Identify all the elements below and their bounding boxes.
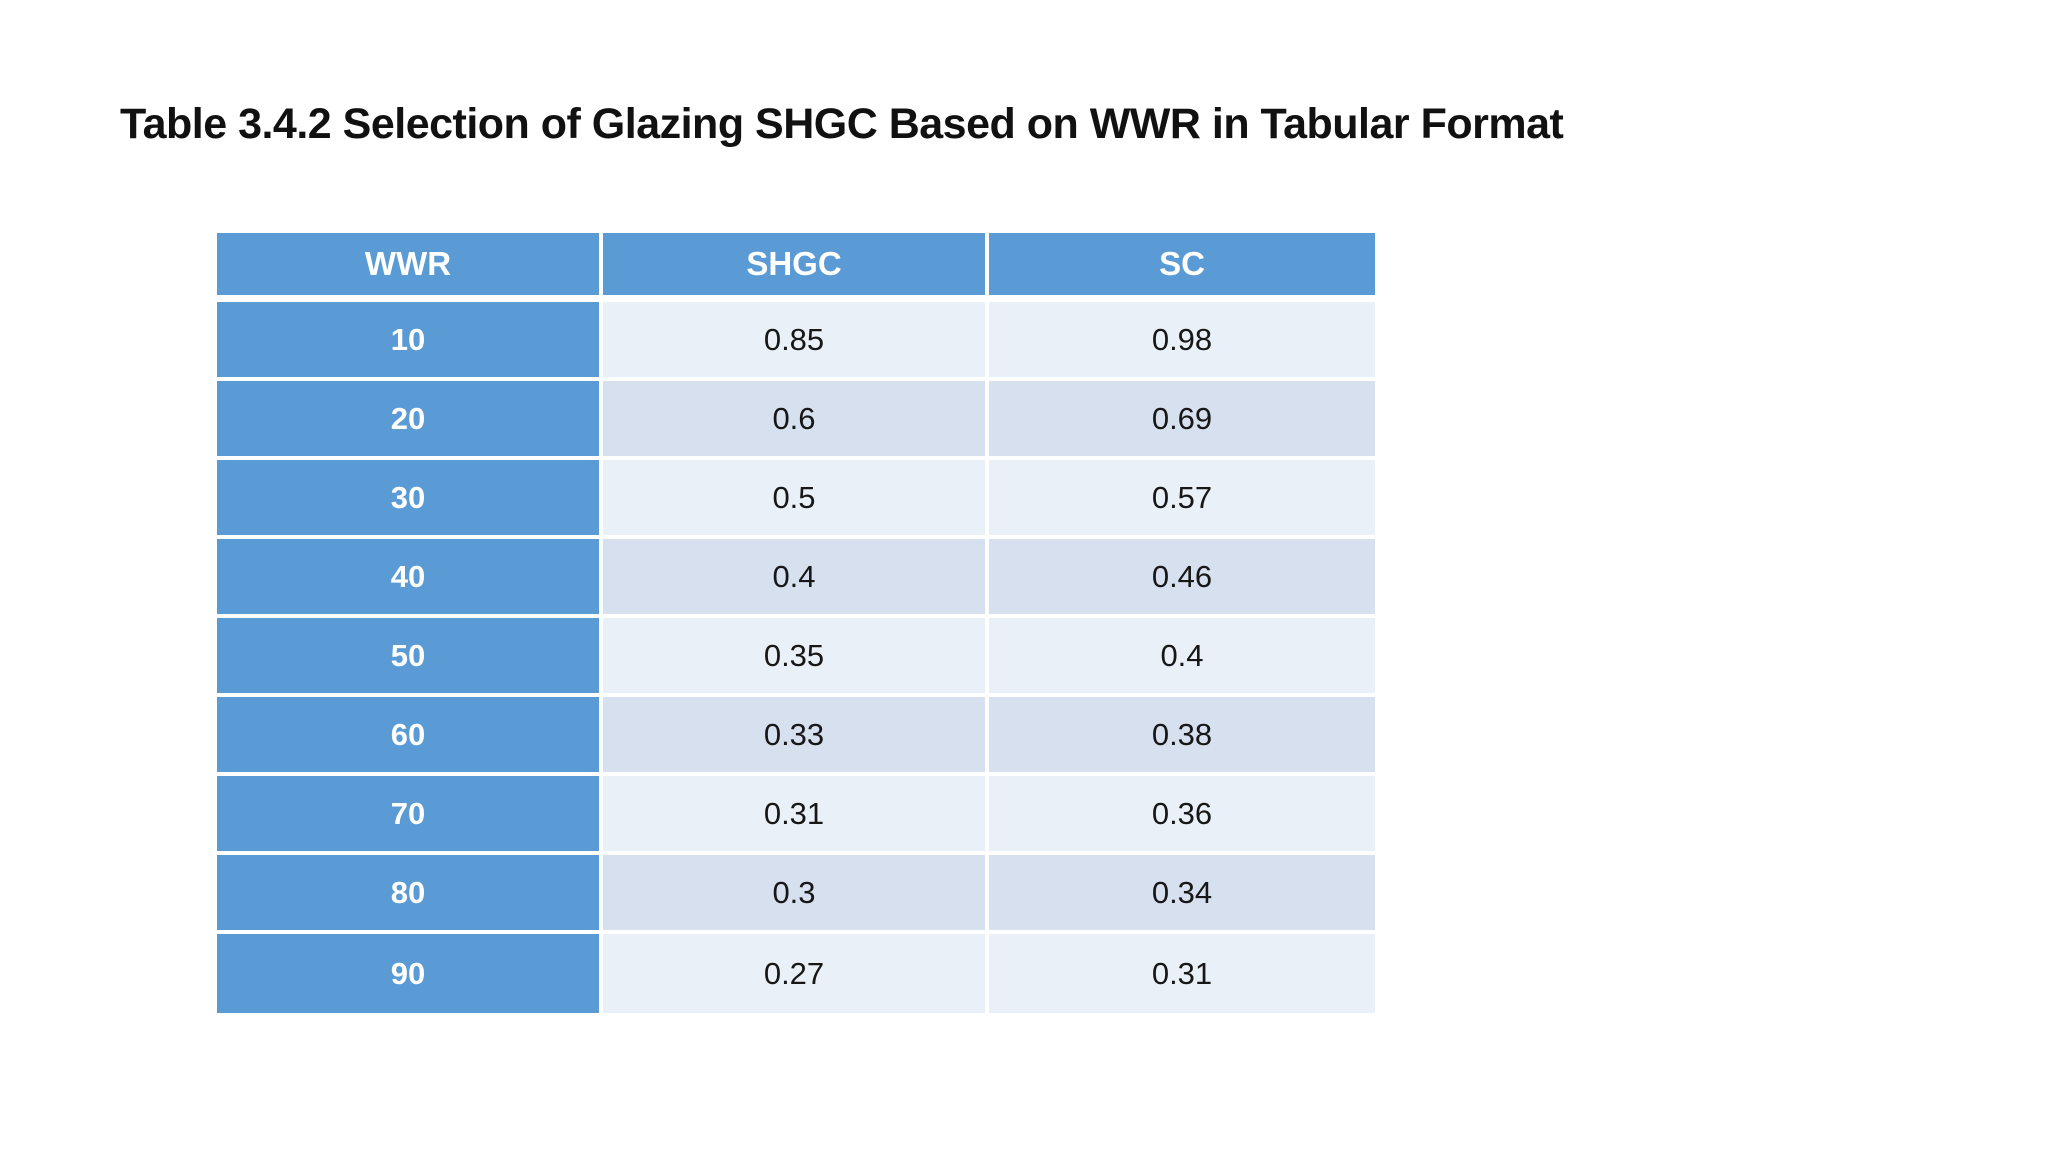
sc-cell: 0.31 xyxy=(989,934,1375,1013)
shgc-cell: 0.33 xyxy=(603,697,989,776)
sc-cell: 0.38 xyxy=(989,697,1375,776)
wwr-cell: 90 xyxy=(217,934,603,1013)
shgc-cell: 0.35 xyxy=(603,618,989,697)
table-row: 50 0.35 0.4 xyxy=(217,618,1375,697)
wwr-cell: 70 xyxy=(217,776,603,855)
table-container: WWR SHGC SC 10 0.85 0.98 20 0.6 xyxy=(217,233,1375,1013)
page-title: Table 3.4.2 Selection of Glazing SHGC Ba… xyxy=(120,100,1564,148)
wwr-cell: 10 xyxy=(217,302,603,381)
table-row: 10 0.85 0.98 xyxy=(217,302,1375,381)
table-row: 20 0.6 0.69 xyxy=(217,381,1375,460)
col-header-wwr: WWR xyxy=(217,233,603,302)
shgc-wwr-table: WWR SHGC SC 10 0.85 0.98 20 0.6 xyxy=(217,233,1375,1013)
col-header-sc: SC xyxy=(989,233,1375,302)
col-header-shgc: SHGC xyxy=(603,233,989,302)
table-row: 80 0.3 0.34 xyxy=(217,855,1375,934)
wwr-cell: 50 xyxy=(217,618,603,697)
shgc-cell: 0.85 xyxy=(603,302,989,381)
sc-cell: 0.4 xyxy=(989,618,1375,697)
sc-cell: 0.98 xyxy=(989,302,1375,381)
table-row: 70 0.31 0.36 xyxy=(217,776,1375,855)
shgc-cell: 0.27 xyxy=(603,934,989,1013)
wwr-cell: 20 xyxy=(217,381,603,460)
table-row: 30 0.5 0.57 xyxy=(217,460,1375,539)
shgc-cell: 0.4 xyxy=(603,539,989,618)
shgc-cell: 0.5 xyxy=(603,460,989,539)
table-row: 60 0.33 0.38 xyxy=(217,697,1375,776)
wwr-cell: 60 xyxy=(217,697,603,776)
wwr-cell: 30 xyxy=(217,460,603,539)
table-body: 10 0.85 0.98 20 0.6 0.69 30 0.5 0.57 xyxy=(217,302,1375,1013)
header-row: WWR SHGC SC xyxy=(217,233,1375,302)
sc-cell: 0.36 xyxy=(989,776,1375,855)
table-row: 40 0.4 0.46 xyxy=(217,539,1375,618)
wwr-cell: 80 xyxy=(217,855,603,934)
wwr-cell: 40 xyxy=(217,539,603,618)
sc-cell: 0.69 xyxy=(989,381,1375,460)
shgc-cell: 0.3 xyxy=(603,855,989,934)
sc-cell: 0.57 xyxy=(989,460,1375,539)
sc-cell: 0.34 xyxy=(989,855,1375,934)
shgc-cell: 0.6 xyxy=(603,381,989,460)
sc-cell: 0.46 xyxy=(989,539,1375,618)
shgc-cell: 0.31 xyxy=(603,776,989,855)
table-row: 90 0.27 0.31 xyxy=(217,934,1375,1013)
table-header: WWR SHGC SC xyxy=(217,233,1375,302)
